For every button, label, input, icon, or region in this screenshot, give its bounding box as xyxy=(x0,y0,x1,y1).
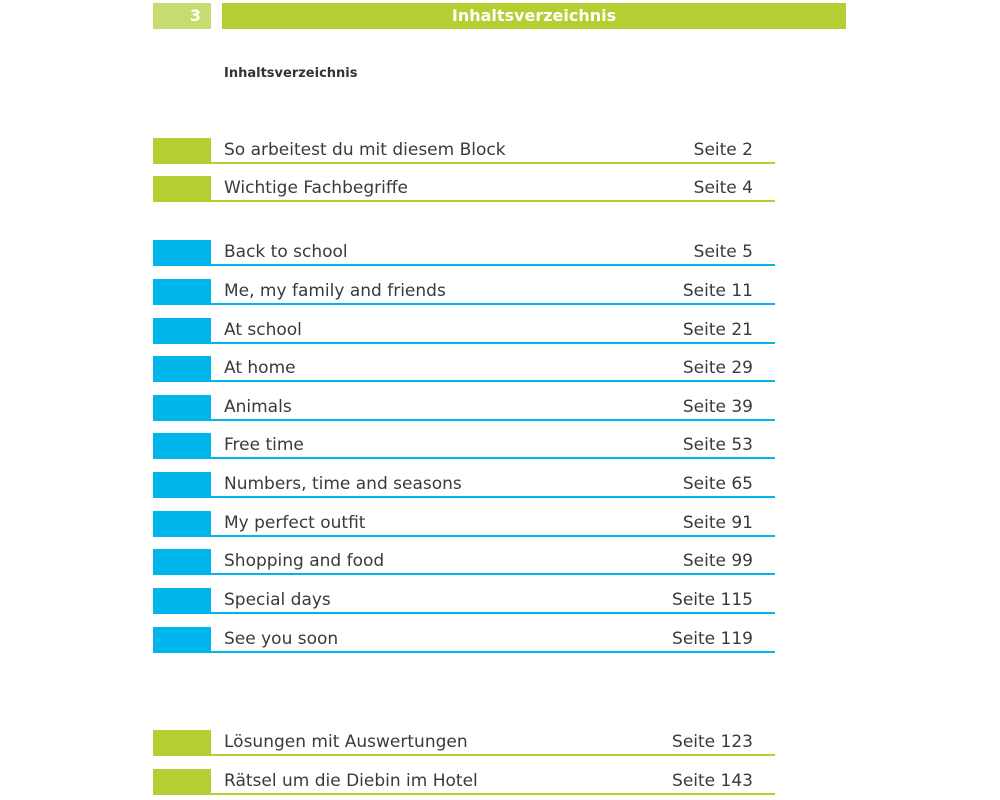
entry-label: Rätsel um die Diebin im Hotel xyxy=(224,771,478,791)
entry-label: At school xyxy=(224,320,302,340)
entry-page: Seite 11 xyxy=(682,281,753,301)
entry-label: So arbeitest du mit diesem Block xyxy=(224,140,506,160)
toc-entry[interactable]: Free time Seite 53 xyxy=(153,433,775,459)
entry-label: At home xyxy=(224,358,296,378)
section-title: Inhaltsverzeichnis xyxy=(224,66,358,81)
underline xyxy=(211,380,775,382)
entry-label: My perfect outfit xyxy=(224,513,366,533)
underline xyxy=(211,535,775,537)
underline xyxy=(211,303,775,305)
underline xyxy=(211,162,775,164)
underline xyxy=(211,754,775,756)
toc-entry[interactable]: Back to school Seite 5 xyxy=(153,240,775,266)
toc-entry[interactable]: Lösungen mit Auswertungen Seite 123 xyxy=(153,730,775,756)
entry-page: Seite 65 xyxy=(682,474,753,494)
toc-entry[interactable]: At school Seite 21 xyxy=(153,318,775,344)
entry-page: Seite 99 xyxy=(682,551,753,571)
color-marker xyxy=(153,769,211,795)
toc-entry[interactable]: Special days Seite 115 xyxy=(153,588,775,614)
page-number: 3 xyxy=(153,3,211,29)
entry-page: Seite 21 xyxy=(682,320,753,340)
entry-page: Seite 29 xyxy=(682,358,753,378)
underline xyxy=(211,793,775,795)
toc-entry[interactable]: Me, my family and friends Seite 11 xyxy=(153,279,775,305)
entry-page: Seite 123 xyxy=(672,732,753,752)
entry-page: Seite 39 xyxy=(682,397,753,417)
entry-page: Seite 4 xyxy=(693,178,753,198)
color-marker xyxy=(153,176,211,202)
color-marker xyxy=(153,318,211,344)
color-marker xyxy=(153,627,211,653)
underline xyxy=(211,419,775,421)
toc-entry[interactable]: See you soon Seite 119 xyxy=(153,627,775,653)
toc-entry[interactable]: My perfect outfit Seite 91 xyxy=(153,511,775,537)
entry-page: Seite 5 xyxy=(693,242,753,262)
entry-page: Seite 2 xyxy=(693,140,753,160)
toc-entry[interactable]: Shopping and food Seite 99 xyxy=(153,549,775,575)
entry-label: Free time xyxy=(224,435,304,455)
color-marker xyxy=(153,395,211,421)
toc-entry[interactable]: Rätsel um die Diebin im Hotel Seite 143 xyxy=(153,769,775,795)
underline xyxy=(211,342,775,344)
color-marker xyxy=(153,549,211,575)
entry-label: See you soon xyxy=(224,629,339,649)
underline xyxy=(211,264,775,266)
color-marker xyxy=(153,730,211,756)
entry-label: Numbers, time and seasons xyxy=(224,474,462,494)
toc-entry[interactable]: Numbers, time and seasons Seite 65 xyxy=(153,472,775,498)
entry-label: Wichtige Fachbegriffe xyxy=(224,178,409,198)
underline xyxy=(211,200,775,202)
color-marker xyxy=(153,472,211,498)
entry-label: Animals xyxy=(224,397,292,417)
entry-label: Shopping and food xyxy=(224,551,385,571)
entry-label: Me, my family and friends xyxy=(224,281,446,301)
toc-entry[interactable]: Animals Seite 39 xyxy=(153,395,775,421)
underline xyxy=(211,573,775,575)
color-marker xyxy=(153,433,211,459)
header-title: Inhaltsverzeichnis xyxy=(222,3,846,29)
color-marker xyxy=(153,240,211,266)
toc-entry[interactable]: So arbeitest du mit diesem Block Seite 2 xyxy=(153,138,775,164)
color-marker xyxy=(153,356,211,382)
entry-page: Seite 91 xyxy=(682,513,753,533)
entry-page: Seite 53 xyxy=(682,435,753,455)
entry-label: Lösungen mit Auswertungen xyxy=(224,732,468,752)
underline xyxy=(211,612,775,614)
color-marker xyxy=(153,138,211,164)
underline xyxy=(211,496,775,498)
toc-entry[interactable]: At home Seite 29 xyxy=(153,356,775,382)
entry-label: Special days xyxy=(224,590,331,610)
underline xyxy=(211,651,775,653)
toc-entry[interactable]: Wichtige Fachbegriffe Seite 4 xyxy=(153,176,775,202)
entry-label: Back to school xyxy=(224,242,348,262)
color-marker xyxy=(153,279,211,305)
entry-page: Seite 119 xyxy=(672,629,753,649)
color-marker xyxy=(153,588,211,614)
underline xyxy=(211,457,775,459)
entry-page: Seite 115 xyxy=(672,590,753,610)
color-marker xyxy=(153,511,211,537)
entry-page: Seite 143 xyxy=(672,771,753,791)
